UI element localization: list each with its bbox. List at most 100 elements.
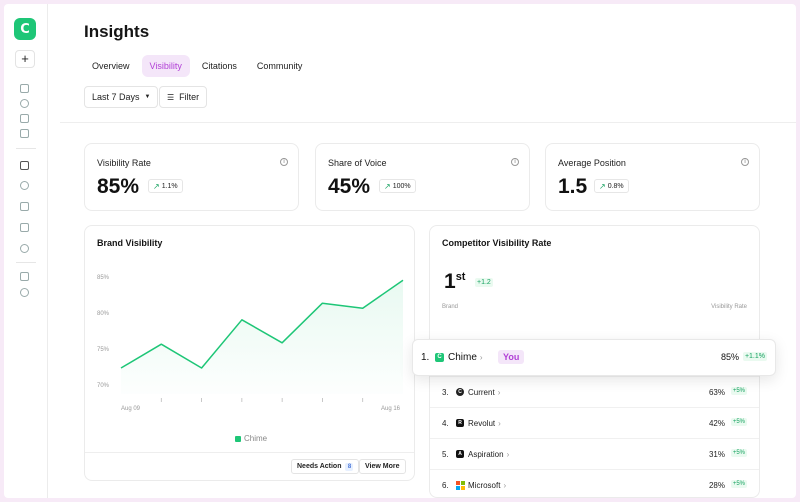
filter-button[interactable]: ☰ Filter [159,86,208,108]
tab-bar: Overview Visibility Citations Community [84,55,310,77]
metric-delta: ↗ 100% [379,179,416,193]
home-icon[interactable] [20,84,29,93]
needs-action-count: 8 [345,462,354,471]
tab-citations[interactable]: Citations [201,61,237,71]
visibility-rate: 28% [708,481,725,490]
info-icon[interactable]: i [741,158,749,166]
brand-name[interactable]: Microsoft › [468,481,506,490]
metric-value: 45% [328,175,371,198]
sidebar: C + [4,4,48,498]
inbox-icon[interactable] [20,129,29,138]
filter-label: Filter [179,92,200,102]
aspiration-icon: A [456,450,464,458]
settings-icon[interactable] [20,288,29,297]
chevron-right-icon: › [506,450,510,459]
column-header-brand: Brand [442,304,459,310]
brand-name-text: Aspiration [468,450,504,459]
brand-name[interactable]: Chime › [448,352,483,363]
app-logo[interactable]: C [14,18,36,40]
metric-delta-value: 1.1% [161,182,178,190]
chevron-right-icon: › [479,353,483,362]
grid-icon[interactable] [20,114,29,123]
brand-name-text: Microsoft [468,481,501,490]
insights-icon[interactable] [20,161,29,170]
row-rank: 4. [442,419,449,428]
brand-name-text: Current [468,388,495,397]
row-rank: 5. [442,450,449,459]
y-tick-label: 75% [97,347,110,353]
rank-suffix: st [455,271,466,283]
quote-icon[interactable] [20,244,29,253]
x-tick-label: Aug 09 [121,406,141,412]
logo-letter: C [20,21,30,37]
visibility-rate: 85% [720,352,739,362]
tab-community[interactable]: Community [256,61,303,71]
filter-icon: ☰ [167,92,175,102]
metric-card-share-of-voice: Share of Voice i 45% ↗ 100% [315,143,530,211]
table-row[interactable]: 3. C Current › 63% +5% [430,376,759,407]
brand-name-text: Chime [448,352,477,363]
rate-delta: +5% [730,418,747,426]
needs-action-button[interactable]: Needs Action 8 [291,459,360,474]
view-more-button[interactable]: View More [359,459,406,474]
header-divider [60,122,796,123]
info-icon[interactable]: i [280,158,288,166]
y-tick-label: 85% [97,275,110,281]
info-icon[interactable]: i [511,158,519,166]
metric-delta: ↗ 1.1% [148,179,183,193]
visibility-rate: 63% [708,388,725,397]
metric-card-average-position: Average Position i 1.5 ↗ 0.8% [545,143,760,211]
chat-icon[interactable] [20,223,29,232]
metric-value: 85% [97,175,140,198]
brand-name-text: Revolut [468,419,496,428]
tab-overview[interactable]: Overview [92,61,130,71]
date-range-dropdown[interactable]: Last 7 Days ▼ [84,86,159,108]
trend-up-icon: ↗ [153,181,160,191]
document-icon[interactable] [20,202,29,211]
needs-action-label: Needs Action [297,463,342,470]
chart-area-fill [121,280,403,394]
current-icon: C [456,388,464,396]
metric-card-visibility-rate: Visibility Rate i 85% ↗ 1.1% [84,143,299,211]
legend-label: Chime [244,434,268,443]
rate-delta: +5% [730,480,747,488]
rate-delta: +5% [730,449,747,457]
highlighted-row-you[interactable]: 1. C Chime › You 85% +1.1% [412,339,776,376]
metric-delta-value: 0.8% [607,182,624,190]
sidebar-divider [16,262,36,263]
table-row[interactable]: 6. Microsoft › 28% +5% [430,469,759,498]
brand-name[interactable]: Revolut › [468,419,501,428]
chart-line-chime [120,279,404,369]
brand-visibility-card: Brand Visibility 85% 80% 75% 70% Aug 09 … [84,225,415,481]
table-row[interactable]: 4. R Revolut › 42% +5% [430,407,759,438]
microsoft-icon [456,481,465,490]
chevron-right-icon: › [498,419,501,428]
trend-up-icon: ↗ [599,181,606,191]
brand-name[interactable]: Aspiration › [468,450,509,459]
new-item-button[interactable]: + [15,50,35,68]
trend-up-icon: ↗ [384,181,391,191]
rate-delta: +1.1% [742,352,767,361]
caret-down-icon: ▼ [144,94,151,100]
y-tick-label: 70% [97,383,110,389]
integrations-icon[interactable] [20,272,29,281]
chevron-right-icon: › [497,388,501,397]
legend-swatch [235,435,241,442]
tab-visibility[interactable]: Visibility [141,55,190,77]
table-row[interactable]: 5. A Aspiration › 31% +5% [430,438,759,469]
brand-visibility-chart [120,279,404,402]
search-icon[interactable] [20,99,29,108]
rate-delta: +5% [730,387,747,395]
rank-delta: +1.2 [475,278,493,287]
brand-name[interactable]: Current › [468,388,500,397]
lightbulb-icon[interactable] [20,181,29,190]
row-rank: 6. [442,481,449,490]
visibility-rate: 31% [708,450,725,459]
chime-icon: C [435,353,444,362]
chart-legend: Chime [235,434,267,443]
x-tick-label: Aug 16 [381,406,401,412]
revolut-icon: R [456,419,464,427]
sidebar-divider [16,148,36,149]
page-title: Insights [84,22,150,41]
metric-label: Share of Voice [328,158,387,168]
